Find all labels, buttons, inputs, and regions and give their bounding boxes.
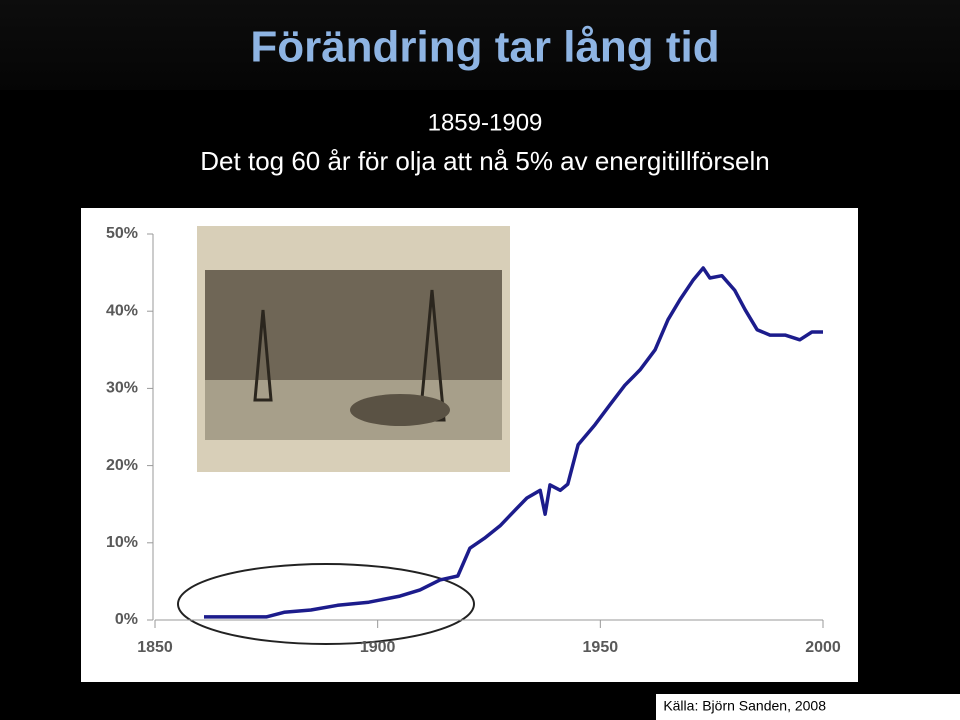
annotation: Det tog 60 år för olja att nå 5% av ener… xyxy=(200,146,769,176)
y-tick-label: 30% xyxy=(106,380,138,397)
engraving-tank xyxy=(350,394,450,426)
x-tick-label: 1900 xyxy=(360,639,396,656)
y-tick-label: 10% xyxy=(106,534,138,551)
source-box xyxy=(656,694,960,720)
highlight-ellipse xyxy=(177,563,475,645)
engraving xyxy=(197,226,510,472)
engraving-derrick xyxy=(253,309,273,402)
y-tick-label: 20% xyxy=(106,457,138,474)
y-tick-label: 0% xyxy=(115,611,138,628)
slide-title: Förändring tar lång tid xyxy=(250,23,719,72)
x-tick-label: 1850 xyxy=(137,639,173,656)
x-tick-label: 2000 xyxy=(805,639,841,656)
subtitle: 1859-1909 xyxy=(428,109,543,136)
title-band xyxy=(0,0,960,90)
y-tick-label: 40% xyxy=(106,302,138,319)
y-tick-label: 50% xyxy=(106,225,138,242)
engraving-forest xyxy=(205,270,502,380)
data-line xyxy=(204,266,823,619)
x-tick-label: 1950 xyxy=(583,639,619,656)
source: Källa: Björn Sanden, 2008 xyxy=(663,698,826,714)
